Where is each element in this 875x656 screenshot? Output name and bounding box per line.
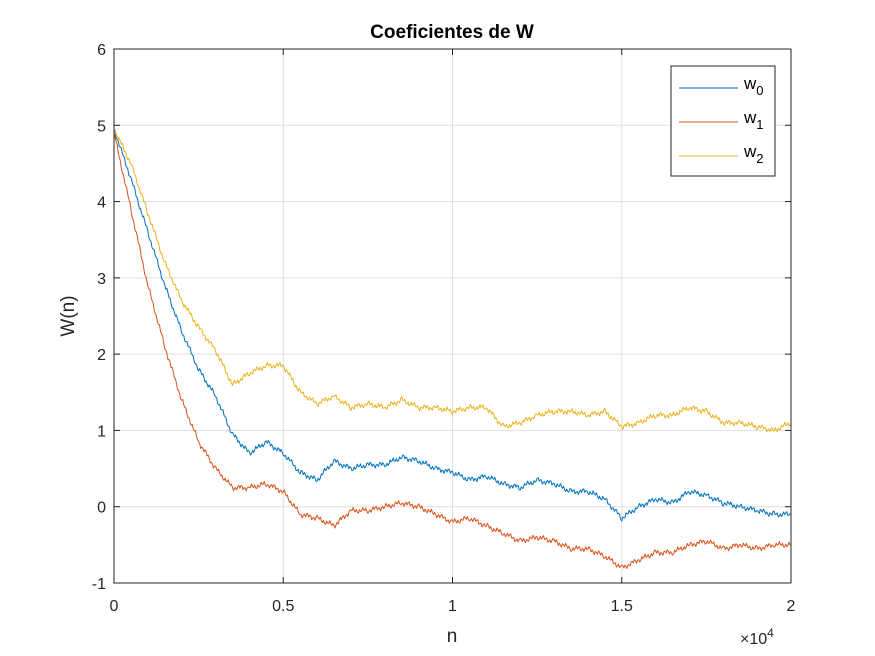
legend-label-base: w: [743, 142, 757, 161]
legend-label-subscript: 2: [756, 151, 763, 166]
y-tick-label: 5: [97, 118, 106, 135]
x-exponent-power: 4: [767, 626, 774, 640]
y-axis-label: W(n): [58, 295, 79, 336]
x-exponent-base: ×10: [740, 631, 767, 648]
legend-label-base: w: [743, 74, 757, 93]
legend-label-w2: w2: [743, 142, 764, 166]
legend-label-subscript: 0: [756, 83, 763, 98]
series-line-w2: [113, 130, 792, 433]
legend-label-w0: w0: [743, 74, 764, 98]
series-lines: [113, 128, 792, 569]
y-tick-label: 0: [97, 500, 106, 517]
y-tick-label: 2: [97, 347, 106, 364]
y-tick-label: -1: [92, 576, 106, 593]
x-tick-label: 2: [787, 598, 796, 615]
x-tick-label: 1.5: [611, 598, 633, 615]
x-exponent-label: ×104: [740, 626, 774, 648]
y-tick-label: 3: [97, 271, 106, 288]
x-tick-label: 1: [448, 598, 457, 615]
x-axis-label: n: [447, 626, 458, 647]
legend-label-base: w: [743, 108, 757, 127]
legend-label-w1: w1: [743, 108, 764, 132]
x-tick-label: 0: [110, 598, 119, 615]
legend-box: [670, 65, 776, 177]
y-axis-ticks: -1 0 1 2 3 4 5 6: [92, 42, 791, 593]
chart-title: Coeficientes de W: [370, 22, 534, 43]
x-tick-label: 0.5: [272, 598, 294, 615]
series-line-w0: [113, 128, 792, 522]
y-tick-label: 6: [97, 42, 106, 59]
series-line-w1: [113, 130, 792, 569]
y-tick-label: 1: [97, 423, 106, 440]
legend-label-subscript: 1: [756, 117, 763, 132]
x-axis-ticks: 0 0.5 1 1.5 2: [110, 49, 796, 615]
y-tick-label: 4: [97, 195, 106, 212]
